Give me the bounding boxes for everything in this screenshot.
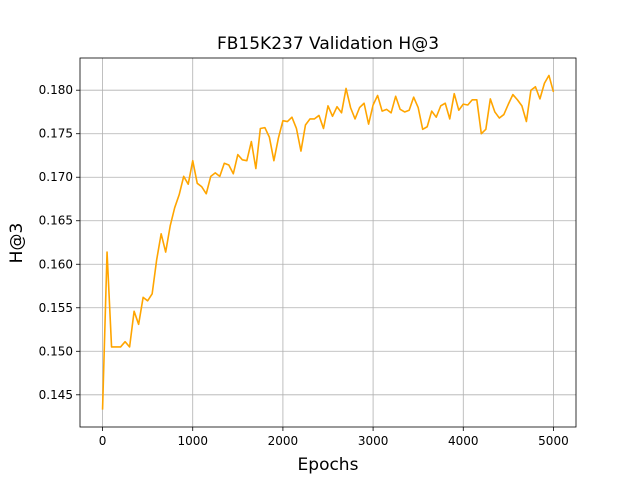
y-tick-label: 0.145	[39, 388, 73, 402]
y-axis-label: H@3	[7, 223, 27, 264]
y-tick-label: 0.155	[39, 301, 73, 315]
y-tick-label: 0.165	[39, 214, 73, 228]
chart-title: FB15K237 Validation H@3	[217, 34, 439, 54]
x-tick-label: 5000	[538, 434, 569, 448]
x-tick-label: 1000	[177, 434, 208, 448]
x-axis-label: Epochs	[298, 455, 359, 475]
y-tick-label: 0.150	[39, 344, 73, 358]
y-tick-label: 0.175	[39, 127, 73, 141]
x-tick-label: 0	[99, 434, 107, 448]
y-tick-label: 0.180	[39, 83, 73, 97]
y-tick-label: 0.170	[39, 170, 73, 184]
y-tick-label: 0.160	[39, 257, 73, 271]
x-tick-label: 2000	[268, 434, 299, 448]
x-tick-label: 4000	[448, 434, 479, 448]
x-tick-label: 3000	[358, 434, 389, 448]
